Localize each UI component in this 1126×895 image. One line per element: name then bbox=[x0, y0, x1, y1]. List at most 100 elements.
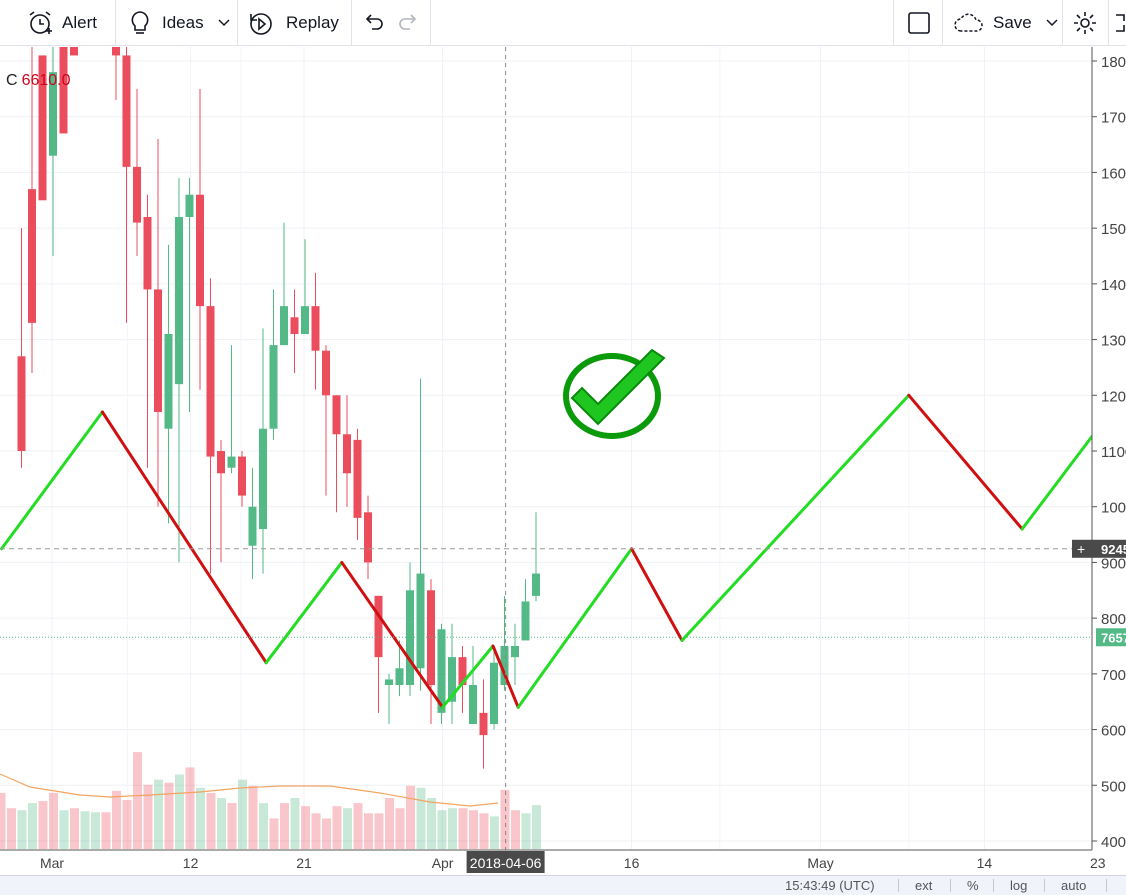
candle-body bbox=[154, 289, 162, 412]
fullscreen-button[interactable] bbox=[1114, 0, 1126, 46]
volume-bar bbox=[122, 800, 132, 849]
candle-body bbox=[185, 194, 194, 217]
square-icon bbox=[907, 11, 931, 35]
candle-body bbox=[469, 685, 477, 724]
volume-bar bbox=[343, 808, 352, 849]
candle-body bbox=[290, 317, 299, 334]
crosshair-price-tag: 9245 bbox=[1101, 542, 1126, 557]
candle-body bbox=[133, 166, 141, 223]
candle-body bbox=[280, 306, 288, 346]
volume-bar bbox=[458, 808, 468, 849]
time-tick-label: 23 bbox=[1090, 855, 1106, 871]
candle-body bbox=[206, 306, 215, 457]
candle-body bbox=[427, 590, 435, 685]
chevron-down-icon[interactable] bbox=[218, 19, 230, 27]
volume-bar bbox=[427, 798, 436, 849]
candle-body bbox=[479, 712, 488, 736]
zigzag-segment-green bbox=[680, 393, 911, 642]
volume-bar bbox=[479, 813, 489, 849]
volume-bar bbox=[7, 808, 16, 849]
price-tick-label: 17000 bbox=[1101, 110, 1126, 127]
volume-bar bbox=[301, 806, 310, 849]
percent-toggle[interactable]: % bbox=[967, 878, 979, 893]
alert-label: Alert bbox=[62, 13, 97, 32]
price-tick-label: 6000 bbox=[1101, 723, 1126, 740]
volume-bar bbox=[259, 803, 268, 849]
undo-button[interactable] bbox=[363, 0, 385, 46]
volume-bar bbox=[185, 767, 195, 849]
top-toolbar: Alert Ideas Replay bbox=[0, 0, 1126, 46]
volume-bar bbox=[469, 810, 478, 849]
checkmark-tick bbox=[570, 348, 666, 426]
replay-button[interactable]: Replay bbox=[248, 0, 339, 46]
price-tick-label: 4000 bbox=[1101, 834, 1126, 851]
status-bar: 15:43:49 (UTC) ext % log auto bbox=[0, 875, 1126, 895]
volume-bar bbox=[280, 803, 289, 849]
candle-body bbox=[217, 451, 225, 474]
checkmark-icon bbox=[563, 348, 666, 439]
redo-button[interactable] bbox=[397, 0, 419, 46]
auto-toggle[interactable]: auto bbox=[1061, 878, 1087, 893]
volume-bar bbox=[364, 813, 373, 849]
chevron-down-icon[interactable] bbox=[1046, 19, 1058, 27]
price-axis bbox=[1092, 47, 1126, 850]
crosshair-date-tag: 2018-04-06 bbox=[470, 855, 542, 871]
volume-bar bbox=[448, 808, 457, 849]
volume-bar bbox=[154, 779, 163, 849]
price-tick-label: 12000 bbox=[1101, 388, 1126, 405]
price-chart[interactable]: 18000 17000 16000 15000 14000 13000 12000 11000… bbox=[0, 47, 1126, 875]
candle-body bbox=[416, 573, 425, 669]
price-tick-label: 11000 bbox=[1101, 444, 1126, 461]
volume-bar bbox=[532, 805, 541, 849]
zigzag-segment-red bbox=[491, 644, 520, 709]
candle-body bbox=[322, 350, 330, 396]
candle-body bbox=[458, 657, 467, 685]
price-tick-label: 18000 bbox=[1101, 54, 1126, 71]
candle-body bbox=[259, 428, 267, 529]
time-tick-label: Apr bbox=[432, 855, 454, 871]
volume-bar bbox=[500, 789, 510, 849]
log-toggle[interactable]: log bbox=[1010, 878, 1028, 893]
chart-area[interactable]: 18000 17000 16000 15000 14000 13000 12000 11000… bbox=[0, 47, 1126, 875]
zigzag-segment-green bbox=[516, 547, 634, 709]
save-label: Save bbox=[993, 13, 1032, 32]
price-tick-label: 9000 bbox=[1101, 555, 1126, 572]
settings-button[interactable] bbox=[1072, 0, 1098, 46]
volume-bar bbox=[406, 785, 415, 849]
candle-body bbox=[364, 512, 372, 563]
plus-icon: + bbox=[1077, 541, 1085, 557]
volume-bar bbox=[70, 808, 79, 849]
volume-bar bbox=[101, 812, 111, 849]
volume-bar bbox=[38, 801, 48, 849]
ext-toggle[interactable]: ext bbox=[915, 878, 933, 893]
candle-body bbox=[49, 72, 57, 156]
save-button[interactable]: Save bbox=[953, 0, 1058, 46]
zigzag-segment-green bbox=[441, 644, 495, 709]
undo-icon bbox=[363, 13, 385, 33]
volume-bar bbox=[322, 818, 331, 849]
redo-icon bbox=[397, 13, 419, 33]
volume-bar bbox=[269, 818, 279, 849]
layout-button[interactable] bbox=[907, 0, 931, 46]
candle-body bbox=[196, 194, 204, 307]
zigzag-segment-green bbox=[1020, 388, 1126, 531]
volume-bar bbox=[206, 792, 216, 849]
price-tick-label: 7000 bbox=[1101, 667, 1126, 684]
volume-bar bbox=[59, 810, 69, 849]
candle-body bbox=[59, 47, 68, 134]
candle-body bbox=[175, 217, 183, 385]
candle-body bbox=[332, 395, 341, 435]
alert-button[interactable]: Alert bbox=[26, 0, 97, 46]
ideas-button[interactable]: Ideas bbox=[128, 0, 230, 46]
cloud-icon bbox=[953, 11, 985, 35]
candle-body bbox=[269, 345, 278, 429]
crosshair-date-tag-bg bbox=[466, 851, 545, 873]
volume-bar bbox=[416, 787, 426, 849]
candle-body bbox=[406, 590, 414, 685]
volume-bar bbox=[374, 813, 384, 849]
replay-label: Replay bbox=[286, 13, 339, 32]
candle-body bbox=[521, 601, 530, 641]
clock-time: 15:43:49 (UTC) bbox=[785, 878, 875, 893]
volume-bar bbox=[385, 798, 394, 849]
candle-body bbox=[248, 506, 257, 546]
